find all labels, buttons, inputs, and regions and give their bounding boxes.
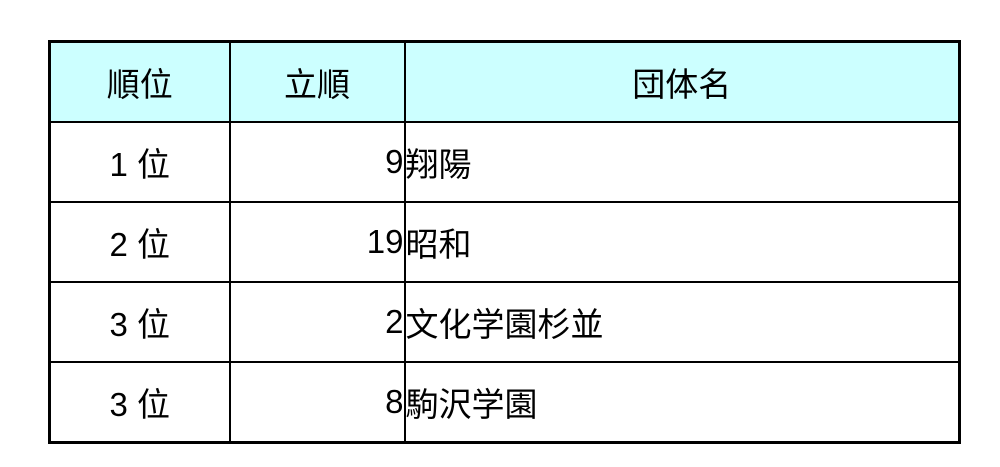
table-body: 1 位 9 翔陽 2 位 19 昭和 3 位 2 文化学園杉並 3 位 8 駒沢… — [48, 121, 961, 444]
order-cell: 9 — [228, 121, 406, 203]
name-cell: 文化学園杉並 — [403, 281, 961, 363]
table-header: 順位 立順 団体名 — [48, 40, 961, 123]
table-row: 2 位 19 昭和 — [48, 201, 961, 283]
table-row: 3 位 8 駒沢学園 — [48, 361, 961, 444]
rank-cell: 1 位 — [48, 121, 231, 203]
header-cell-order: 立順 — [228, 40, 406, 123]
rank-cell: 2 位 — [48, 201, 231, 283]
order-cell: 8 — [228, 361, 406, 444]
rank-cell: 3 位 — [48, 361, 231, 444]
header-cell-rank: 順位 — [48, 40, 231, 123]
name-cell: 翔陽 — [403, 121, 961, 203]
name-cell: 駒沢学園 — [403, 361, 961, 444]
table-row: 3 位 2 文化学園杉並 — [48, 281, 961, 363]
header-row: 順位 立順 団体名 — [48, 40, 961, 123]
ranking-table: 順位 立順 団体名 1 位 9 翔陽 2 位 19 昭和 3 位 2 文化学園杉… — [48, 40, 961, 444]
rank-cell: 3 位 — [48, 281, 231, 363]
order-cell: 2 — [228, 281, 406, 363]
order-cell: 19 — [228, 201, 406, 283]
header-cell-name: 団体名 — [403, 40, 961, 123]
table-row: 1 位 9 翔陽 — [48, 121, 961, 203]
name-cell: 昭和 — [403, 201, 961, 283]
